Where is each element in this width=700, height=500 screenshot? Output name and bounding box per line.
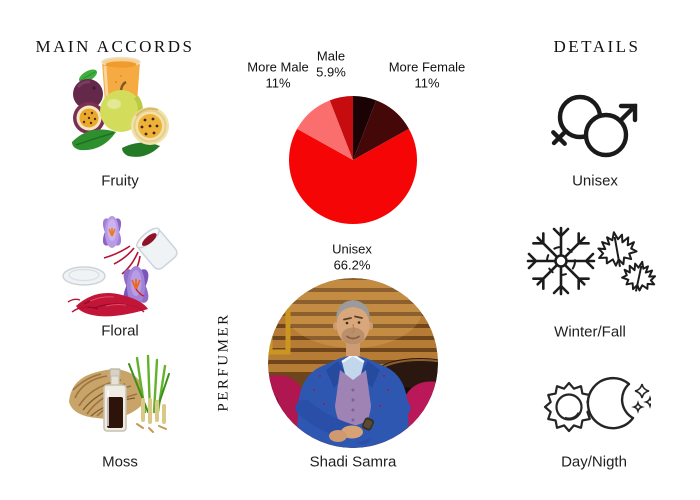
saffron-crocus-illustration (62, 216, 178, 317)
vetiver-roots-bottle-illustration (69, 354, 170, 433)
pie-slice-unlabeled-0 (353, 96, 377, 160)
pie-label-male: Male 5.9% (316, 48, 346, 80)
pie-slice-more-male (297, 100, 353, 160)
pie-label-unisex: Unisex 66.2% (332, 241, 372, 273)
fruity-accord-image (58, 54, 182, 168)
accord-label-fruity: Fruity (101, 172, 139, 190)
perfumer-name: Shadi Samra (309, 453, 397, 471)
detail-label-day-night: Day/Nigth (561, 453, 627, 471)
details-title: DETAILS (553, 37, 641, 56)
perfumer-portrait-illustration (268, 278, 438, 448)
passion-fruit-juice-illustration (72, 56, 169, 157)
winter-fall-icon (525, 220, 659, 302)
unisex-symbol-icon (551, 94, 638, 158)
detail-label-unisex: Unisex (572, 172, 618, 190)
sun-moon-icon (543, 376, 651, 433)
floral-accord-image (60, 202, 180, 322)
day-night-icon (541, 374, 651, 440)
pie-chart-svg (288, 96, 417, 225)
perfumer-section-title: PERFUMER (215, 312, 232, 412)
perfumer-photo (268, 278, 438, 448)
gender-pie-chart (273, 80, 433, 240)
pie-label-more-female: More Female 11% (388, 59, 466, 91)
accord-label-floral: Floral (101, 322, 139, 340)
pie-slice-more-female (353, 100, 409, 160)
accord-label-moss: Moss (102, 453, 138, 471)
pie-label-more-male: More Male 11% (247, 59, 309, 91)
moss-accord-image (63, 352, 177, 444)
detail-label-winter-fall: Winter/Fall (554, 323, 626, 341)
pie-slice-male (329, 96, 353, 160)
snowflake-maple-leaves-icon (526, 226, 657, 296)
main-accords-title: MAIN ACCORDS (35, 37, 195, 56)
pie-slice-unisex (288, 128, 417, 225)
gender-unisex-icon (549, 86, 641, 168)
